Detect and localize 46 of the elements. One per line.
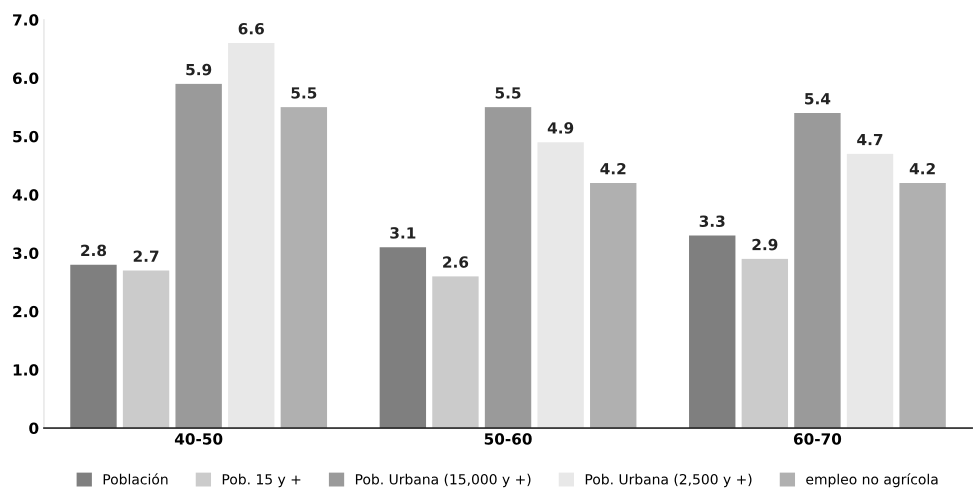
y-tick-label: 5.0 [13, 130, 38, 142]
bar [689, 236, 736, 428]
bar [122, 270, 170, 428]
data-label: 4.2 [600, 162, 626, 174]
bar [228, 43, 274, 428]
bar [742, 258, 788, 428]
data-label: 2.7 [134, 250, 158, 262]
x-tick-label: 60-70 [794, 433, 842, 445]
data-label: 2.8 [81, 244, 106, 256]
bar [590, 183, 636, 428]
x-tick-label: 50-60 [484, 433, 532, 445]
bar [537, 142, 584, 428]
legend-label: Pob. Urbana (2,500 y +) [586, 474, 752, 488]
legend-label: empleo no agrícola [806, 473, 938, 488]
x-tick-label: 40-50 [174, 433, 222, 445]
data-label: 5.5 [496, 87, 521, 99]
bar [484, 107, 532, 428]
bar [280, 107, 328, 428]
legend-label: Pob. Urbana (15,000 y +) [356, 474, 530, 488]
y-tick-label: 7.0 [13, 14, 38, 26]
legend-label: Población [104, 473, 168, 485]
y-tick-label: 6.0 [12, 72, 38, 84]
bar [70, 264, 117, 428]
data-label: 3.1 [390, 227, 416, 239]
y-tick-label: 2.0 [13, 306, 38, 318]
data-label: 4.9 [548, 122, 574, 134]
data-label: 2.6 [443, 256, 468, 268]
data-label: 5.9 [186, 64, 212, 76]
bar [175, 84, 222, 428]
data-label: 5.4 [805, 93, 830, 105]
bar [380, 247, 426, 428]
y-tick-label: 3.0 [13, 247, 38, 260]
data-label: 3.3 [700, 215, 725, 228]
bar [846, 154, 894, 428]
data-label: 4.7 [857, 134, 882, 146]
bar [432, 276, 479, 428]
bar [794, 113, 841, 428]
bar [899, 183, 946, 428]
y-tick-label: 0 [29, 422, 38, 434]
legend-label: Pob. 15 y + [222, 474, 300, 488]
y-tick-label: 1.0 [14, 364, 38, 376]
data-label: 4.2 [910, 162, 935, 174]
data-label: 5.5 [291, 87, 316, 99]
data-label: 6.6 [238, 22, 264, 34]
y-tick-label: 4.0 [12, 189, 38, 201]
data-label: 2.9 [752, 238, 778, 250]
